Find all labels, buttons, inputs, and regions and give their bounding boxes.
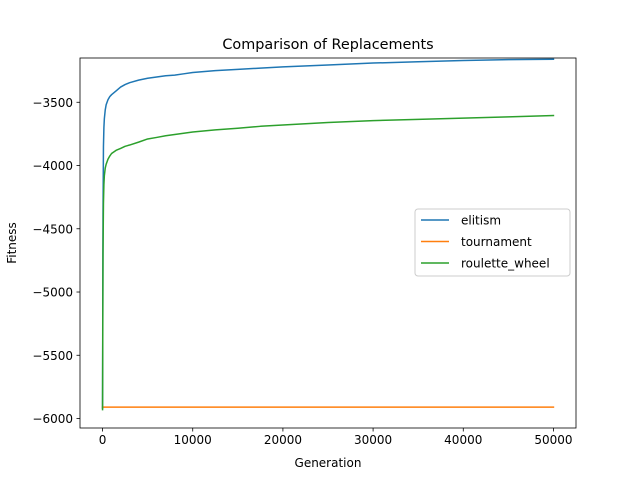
x-tick-label: 50000 xyxy=(534,433,572,447)
series-line-elitism xyxy=(101,58,555,410)
x-tick-label: 30000 xyxy=(354,433,392,447)
y-tick-label: −5000 xyxy=(32,286,73,300)
legend-items: elitism tournament roulette_wheel xyxy=(421,214,550,271)
y-tick-label: −5500 xyxy=(32,349,73,363)
x-tick-label: 20000 xyxy=(264,433,302,447)
x-tick-label: 40000 xyxy=(444,433,482,447)
series-line-roulette-wheel xyxy=(101,114,555,411)
x-axis-label: Generation xyxy=(295,456,362,470)
legend-label-tournament: tournament xyxy=(461,235,532,249)
plot-area xyxy=(79,57,577,429)
legend-frame xyxy=(414,208,571,277)
y-tick-label: −3500 xyxy=(32,96,73,110)
x-axis-ticks: 0 10000 20000 30000 40000 50000 xyxy=(99,428,573,447)
y-tick-label: −6000 xyxy=(32,412,73,426)
series-layer xyxy=(101,58,555,411)
legend: elitism tournament roulette_wheel xyxy=(414,208,571,277)
axes-frame xyxy=(79,57,577,429)
x-tick-label: 0 xyxy=(99,433,107,447)
chart-title: Comparison of Replacements xyxy=(222,37,433,53)
y-tick-label: −4500 xyxy=(32,222,73,236)
y-axis-ticks: −6000 −5500 −5000 −4500 −4000 −3500 xyxy=(32,96,80,426)
legend-label-elitism: elitism xyxy=(461,214,501,228)
y-tick-label: −4000 xyxy=(32,159,73,173)
y-axis-label: Fitness xyxy=(5,222,19,264)
x-tick-label: 10000 xyxy=(174,433,212,447)
legend-label-roulette-wheel: roulette_wheel xyxy=(461,257,550,271)
